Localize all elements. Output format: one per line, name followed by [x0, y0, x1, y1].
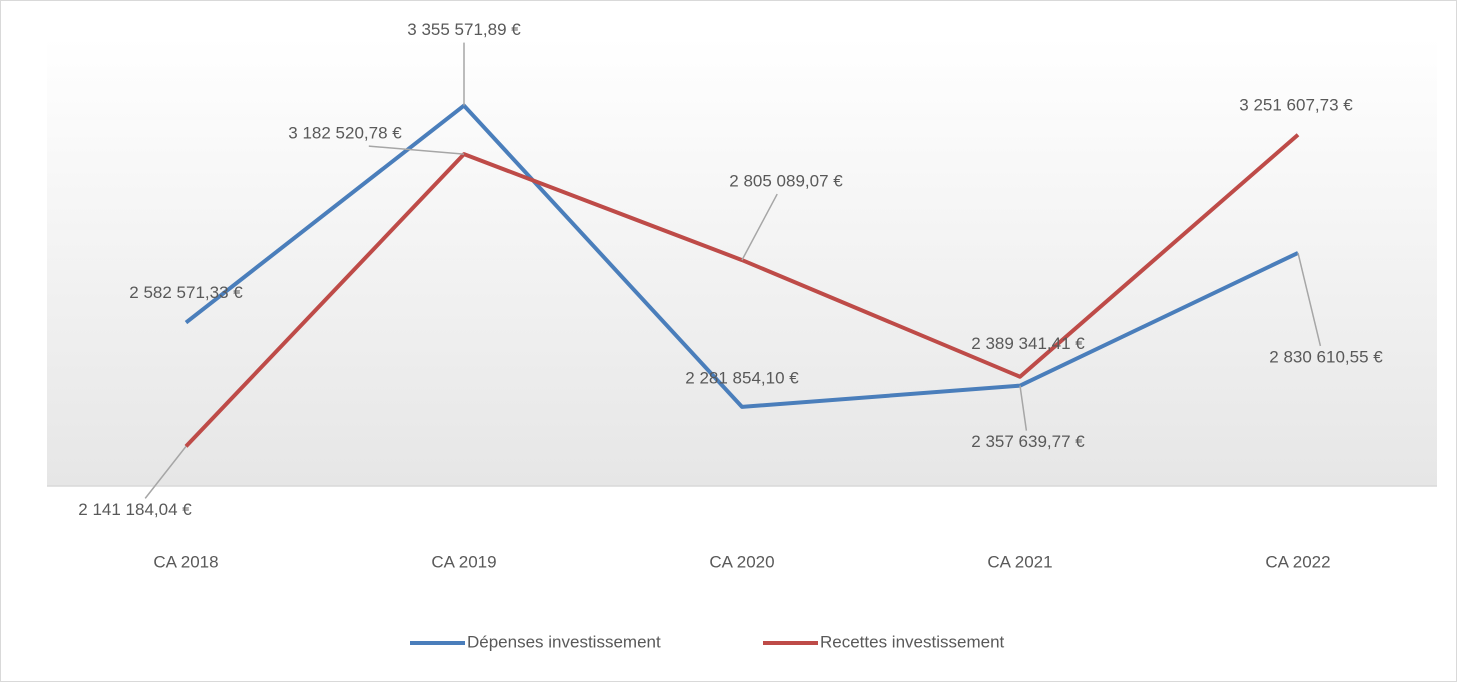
leader-line	[368, 145, 465, 155]
x-tick-label: CA 2019	[431, 552, 496, 571]
x-tick-label: CA 2021	[987, 552, 1052, 571]
data-label: 2 389 341,41 €	[971, 334, 1085, 353]
leader-line	[1019, 385, 1028, 431]
data-label: 2 281 854,10 €	[685, 368, 799, 387]
x-tick-label: CA 2018	[153, 552, 218, 571]
data-label: 3 251 607,73 €	[1239, 95, 1353, 114]
data-label: 2 805 089,07 €	[729, 172, 843, 191]
data-label: 3 182 520,78 €	[288, 124, 402, 143]
legend-label: Dépenses investissement	[467, 632, 661, 651]
leader-line	[144, 445, 187, 499]
data-label: 2 357 639,77 €	[971, 432, 1085, 451]
leader-line	[741, 193, 778, 261]
leader-line	[1297, 252, 1322, 347]
data-label: 2 582 571,33 €	[129, 283, 243, 302]
x-tick-label: CA 2022	[1265, 552, 1330, 571]
data-label: 2 141 184,04 €	[78, 500, 192, 519]
data-label: 3 355 571,89 €	[407, 20, 521, 39]
series-line	[184, 103, 1299, 409]
x-tick-label: CA 2020	[709, 552, 774, 571]
legend-label: Recettes investissement	[820, 632, 1005, 651]
data-label: 2 830 610,55 €	[1269, 347, 1383, 366]
